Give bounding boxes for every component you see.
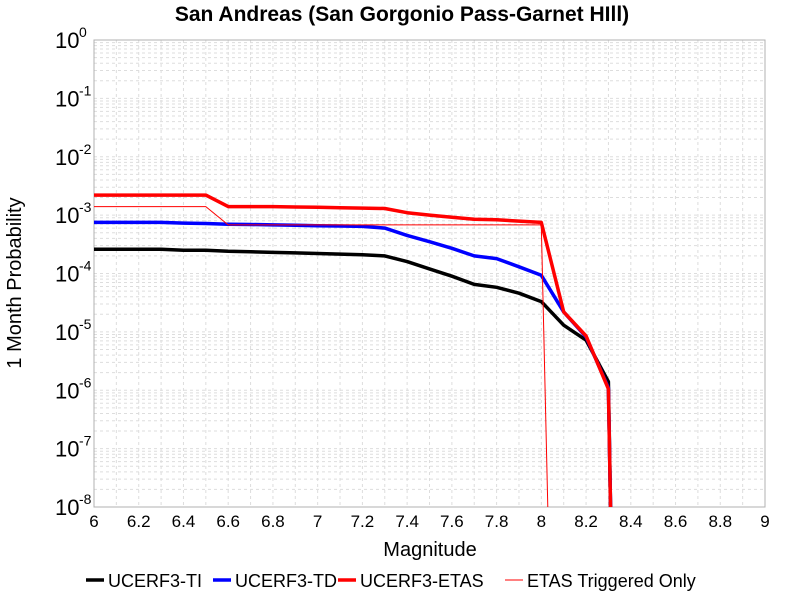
y-tick-base: 10: [55, 320, 79, 345]
y-tick-base: 10: [55, 28, 79, 53]
x-tick-label: 6.2: [127, 512, 151, 531]
x-tick-label: 7.8: [485, 512, 509, 531]
y-tick-label: 10 -4: [55, 258, 92, 287]
y-tick-base: 10: [55, 378, 79, 403]
plot-area: [93, 39, 766, 508]
y-tick-label: 10 -7: [55, 433, 92, 462]
legend-item: UCERF3-TD: [213, 571, 337, 591]
legend-label: UCERF3-ETAS: [360, 571, 484, 591]
x-tick-label: 7: [313, 512, 322, 531]
y-tick-base: 10: [55, 495, 79, 520]
y-tick-label: 10 -8: [55, 491, 92, 520]
legend-item: ETAS Triggered Only: [505, 571, 696, 591]
y-tick-label: 10 0: [55, 24, 87, 53]
grid: [94, 40, 765, 507]
x-tick-label: 8.4: [619, 512, 643, 531]
y-tick-base: 10: [55, 145, 79, 170]
x-tick-label: 6.6: [216, 512, 240, 531]
x-tick-label: 8.2: [574, 512, 598, 531]
y-tick-label: 10 -6: [55, 374, 92, 403]
y-tick-exponent: -2: [79, 141, 92, 157]
y-tick-exponent: -7: [79, 433, 92, 449]
legend-item: UCERF3-ETAS: [338, 571, 484, 591]
x-tick-label: 7.2: [351, 512, 375, 531]
x-tick-label: 7.4: [395, 512, 419, 531]
y-tick-exponent: -3: [79, 199, 92, 215]
y-tick-base: 10: [55, 262, 79, 287]
x-axis-ticks: 6 6.2 6.4 6.6 6.8 7 7.2 7.4 7.6 7.8 8 8.2 8.4 8.6 8.8 9: [89, 512, 769, 531]
legend-label: ETAS Triggered Only: [527, 571, 696, 591]
x-tick-label: 8.8: [708, 512, 732, 531]
y-tick-label: 10 -5: [55, 316, 92, 345]
x-tick-label: 6: [89, 512, 98, 531]
y-tick-exponent: -1: [79, 82, 92, 98]
series-line-3: [94, 193, 613, 507]
chart-title: San Andreas (San Gorgonio Pass-Garnet HI…: [175, 3, 629, 26]
x-axis-label: Magnitude: [383, 539, 476, 561]
x-tick-label: 8: [537, 512, 546, 531]
series-layer: [94, 193, 613, 507]
legend-item: UCERF3-TI: [86, 571, 202, 591]
y-tick-exponent: -5: [79, 316, 92, 332]
y-tick-exponent: 0: [79, 24, 87, 40]
x-tick-label: 8.6: [664, 512, 688, 531]
x-tick-label: 9: [760, 512, 769, 531]
y-tick-label: 10 -2: [55, 141, 92, 170]
y-axis-label: 1 Month Probability: [4, 197, 26, 368]
x-tick-label: 6.4: [172, 512, 196, 531]
legend-label: UCERF3-TD: [235, 571, 337, 591]
y-tick-base: 10: [55, 86, 79, 111]
y-tick-base: 10: [55, 437, 79, 462]
legend-label: UCERF3-TI: [108, 571, 202, 591]
y-tick-label: 10 -1: [55, 82, 92, 111]
x-tick-label: 7.6: [440, 512, 464, 531]
legend: UCERF3-TI UCERF3-TD UCERF3-ETAS ETAS Trigge…: [86, 571, 696, 591]
series-line-2: [94, 220, 613, 507]
y-tick-label: 10 -3: [55, 199, 92, 228]
y-tick-base: 10: [55, 203, 79, 228]
series-line-1: [94, 247, 613, 507]
x-tick-label: 6.8: [261, 512, 285, 531]
y-tick-exponent: -4: [79, 258, 92, 274]
y-tick-exponent: -8: [79, 491, 92, 507]
y-tick-exponent: -6: [79, 374, 92, 390]
series-line-4: [94, 206, 549, 507]
